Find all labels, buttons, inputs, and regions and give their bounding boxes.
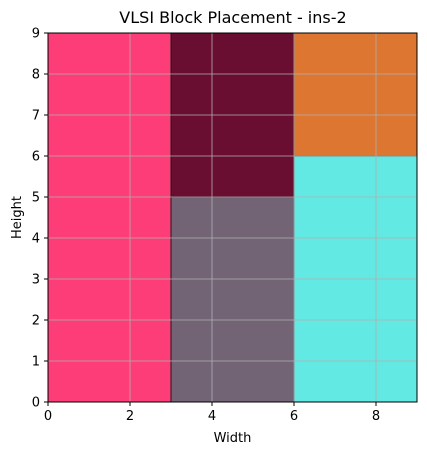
y-axis-label: Height — [10, 196, 25, 239]
y-tick-label: 5 — [32, 191, 40, 206]
blocks-layer — [48, 33, 417, 402]
y-tick-label: 4 — [32, 232, 40, 247]
x-tick-label: 2 — [126, 409, 134, 424]
x-tick-label: 6 — [290, 409, 298, 424]
y-tick-label: 2 — [32, 314, 40, 329]
y-tick-label: 0 — [32, 396, 40, 411]
x-axis-label: Width — [214, 431, 252, 446]
y-tick-label: 1 — [32, 355, 40, 370]
chart-title: VLSI Block Placement - ins-2 — [119, 8, 346, 27]
y-tick-label: 6 — [32, 150, 40, 165]
x-tick-label: 4 — [208, 409, 216, 424]
x-tick-label: 0 — [44, 409, 52, 424]
y-tick-label: 7 — [32, 109, 40, 124]
block-4 — [294, 33, 417, 156]
block-3 — [171, 197, 294, 402]
x-tick-label: 8 — [372, 409, 380, 424]
y-tick-label: 3 — [32, 273, 40, 288]
block-1 — [48, 33, 171, 402]
y-tick-label: 8 — [32, 68, 40, 83]
y-tick-label: 9 — [32, 27, 40, 42]
